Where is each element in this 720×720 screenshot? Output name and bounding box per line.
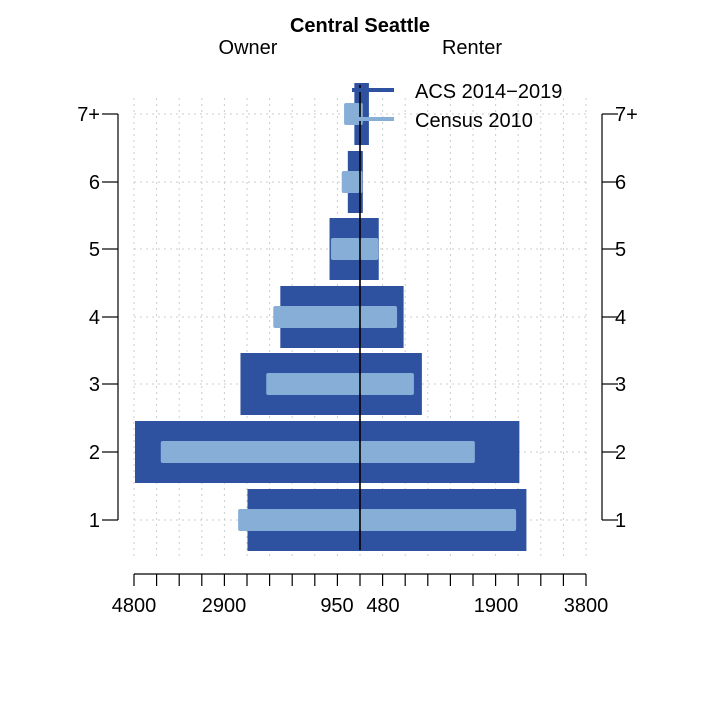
bar-renter-census-2 [360,441,475,463]
y-tick-label-right: 7+ [615,104,638,126]
y-tick-label-left: 4 [89,307,100,329]
bar-owner-census-1 [238,509,360,531]
x-tick-label: 480 [366,595,399,617]
x-tick-label: 950 [320,595,353,617]
bar-owner-census-7+ [344,103,360,125]
bar-owner-census-6 [341,171,360,193]
left-axis: 1 2 3 4 5 6 7+ [77,104,119,532]
owner-label: Owner [219,37,278,59]
y-tick-label-right: 4 [615,307,626,329]
y-tick-label-left: 6 [89,172,100,194]
bar-renter-acs-7+ [360,83,369,145]
y-tick-label-left: 1 [89,510,100,532]
renter-label: Renter [442,37,502,59]
x-tick-label: 2900 [202,595,247,617]
x-tick-label: 3800 [564,595,609,617]
bar-owner-census-5 [330,238,360,260]
y-tick-label-right: 6 [615,172,626,194]
y-tick-label-right: 5 [615,239,626,261]
y-tick-label-right: 1 [615,510,626,532]
bar-owner-census-2 [160,441,360,463]
legend-label-census: Census 2010 [415,110,533,132]
x-tick-label: 1900 [474,595,519,617]
bar-renter-census-4 [360,306,398,328]
bottom-axis: 4800 2900 950 480 1900 3800 [112,573,609,617]
legend: ACS 2014−2019 Census 2010 [352,81,562,132]
bar-renter-census-5 [360,238,379,260]
bar-owner-census-4 [273,306,360,328]
y-tick-label-left: 3 [89,374,100,396]
bar-renter-census-1 [360,509,517,531]
y-tick-label-right: 2 [615,442,626,464]
x-tick-label: 4800 [112,595,157,617]
bar-owner-census-3 [266,373,360,395]
bars [135,83,527,551]
right-axis: 1 2 3 4 5 6 7+ [601,104,638,532]
y-tick-label-right: 3 [615,374,626,396]
legend-label-acs: ACS 2014−2019 [415,81,562,103]
y-tick-label-left: 5 [89,239,100,261]
bar-renter-census-3 [360,373,414,395]
y-tick-label-left: 2 [89,442,100,464]
y-tick-label-left: 7+ [77,104,100,126]
chart-title: Central Seattle [290,15,430,37]
